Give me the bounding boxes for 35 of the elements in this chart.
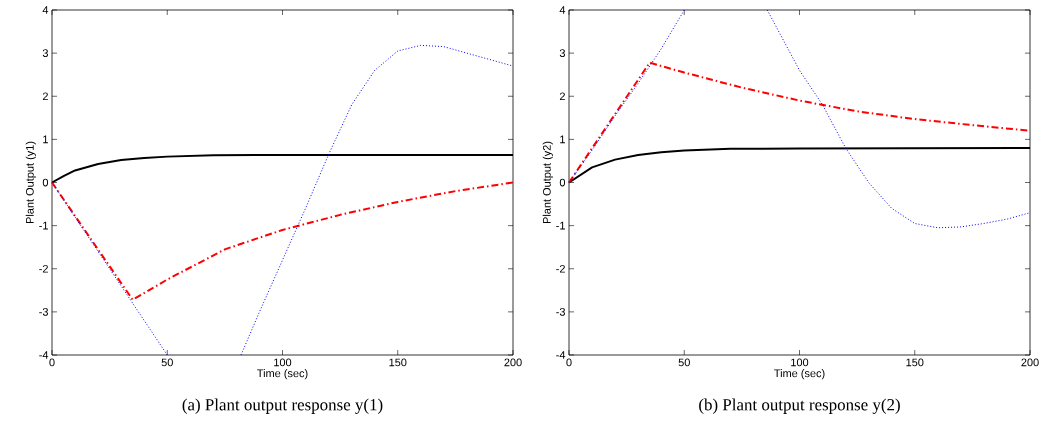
y-tick-label: -2	[39, 264, 48, 273]
y-axis-title: Plant Output (y2)	[542, 141, 553, 224]
y-tick-label: 4	[42, 6, 49, 14]
y-tick-label: -1	[556, 221, 565, 230]
y-tick-label: 1	[43, 135, 48, 144]
x-tick-label: 0	[566, 358, 572, 367]
y-tick-label: 0	[559, 178, 566, 187]
y-tick-label: -4	[556, 351, 566, 359]
y-tick-label: 4	[559, 6, 566, 14]
y-tick-label: -3	[556, 308, 565, 316]
text: (a) Plant output response y(1)	[182, 398, 383, 414]
x-tick-label: 50	[161, 358, 173, 367]
x-tick-label: 100	[791, 358, 809, 367]
x-tick-label: 200	[1021, 358, 1039, 367]
x-tick-label: 0	[49, 358, 55, 367]
y-axis-title: Plant Output (y1)	[25, 141, 36, 224]
x-axis-title: Time (sec)	[774, 369, 825, 380]
x-tick-label: 50	[678, 358, 690, 367]
y-tick-label: -3	[39, 308, 48, 316]
y-tick-label: 0	[42, 178, 49, 187]
y-tick-label: 1	[560, 135, 565, 144]
x-tick-label: 150	[906, 358, 924, 367]
y-tick-label: -1	[39, 221, 48, 230]
x-tick-label: 100	[274, 358, 292, 367]
y-tick-label: 2	[42, 92, 48, 101]
line-series	[51, 181, 514, 301]
y-tick-label: -2	[556, 264, 565, 273]
y-tick-label: 2	[559, 92, 565, 101]
x-tick-label: 200	[504, 358, 522, 367]
x-axis-title: Time (sec)	[257, 369, 308, 380]
y-tick-label: 3	[559, 49, 565, 58]
y-tick-label: 3	[42, 49, 48, 58]
text: (b) Plant output response y(2)	[699, 398, 900, 414]
y-tick-label: -4	[39, 351, 49, 359]
x-tick-label: 150	[389, 358, 407, 367]
